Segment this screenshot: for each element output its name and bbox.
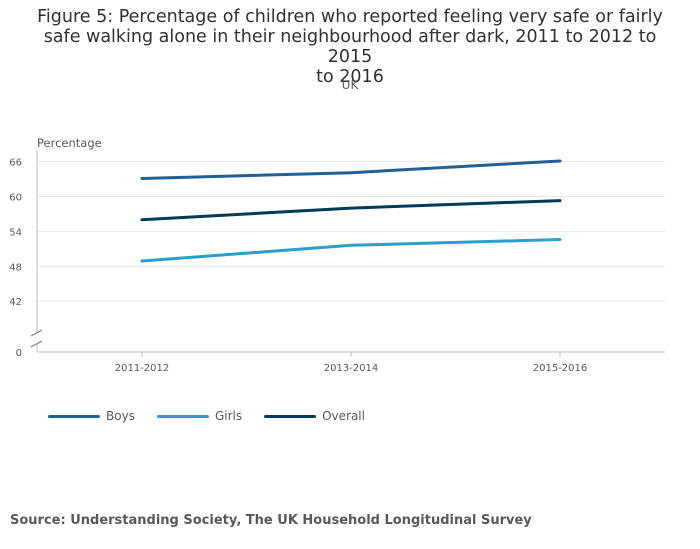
legend-item-boys: Boys	[48, 409, 135, 423]
legend-item-girls: Girls	[156, 409, 243, 423]
chart-title-line: to 2016	[316, 67, 384, 87]
y-axis-label: Percentage	[37, 136, 102, 150]
chart-title: Figure 5: Percentage of children who rep…	[20, 7, 680, 87]
y-tick-label: 54	[9, 227, 22, 238]
y-tick-label: 60	[9, 193, 22, 204]
chart-subtitle: UK	[341, 78, 359, 92]
legend-swatch	[156, 414, 209, 418]
legend-swatch	[48, 414, 100, 418]
series-line-overall	[140, 199, 562, 222]
x-tick-label: 2013-2014	[324, 363, 379, 374]
source-note: Source: Understanding Society, The UK Ho…	[10, 513, 532, 528]
y-tick-label: 42	[9, 297, 22, 308]
legend-label: Boys	[106, 409, 135, 423]
y-tick-label: 66	[9, 158, 22, 169]
x-tick-label: 2011-2012	[115, 363, 170, 374]
series-line-girls	[140, 238, 562, 263]
legend-item-overall: Overall	[264, 409, 365, 423]
legend-label: Overall	[322, 409, 365, 423]
chart-title-line: Figure 5: Percentage of children who rep…	[37, 7, 663, 27]
legend-swatch	[264, 414, 317, 418]
y-tick-label: 0	[16, 348, 22, 359]
x-tick-label: 2015-2016	[533, 363, 588, 374]
series-line-boys	[140, 159, 562, 180]
y-tick-label: 48	[9, 262, 22, 273]
legend-label: Girls	[214, 409, 243, 423]
chart-legend: Boys Girls Overall	[48, 409, 387, 423]
axis-break-mark	[30, 340, 43, 348]
axis-break-mark	[30, 329, 43, 337]
chart-title-line: safe walking alone in their neighbourhoo…	[43, 27, 657, 67]
